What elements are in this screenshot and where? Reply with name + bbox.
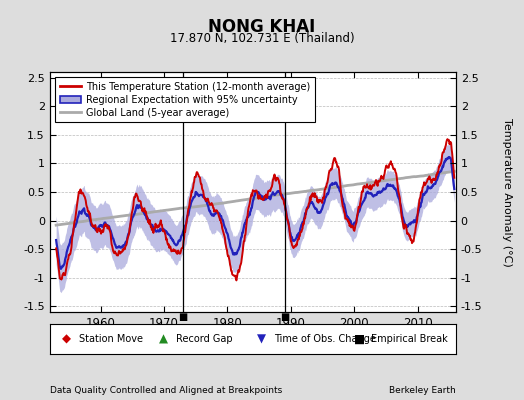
Text: Record Gap: Record Gap: [177, 334, 233, 344]
Text: Empirical Break: Empirical Break: [372, 334, 448, 344]
Text: Berkeley Earth: Berkeley Earth: [389, 386, 456, 395]
Text: ■: ■: [354, 332, 365, 346]
Text: ▼: ▼: [257, 332, 266, 346]
Text: Station Move: Station Move: [79, 334, 143, 344]
Text: ▲: ▲: [159, 332, 168, 346]
Text: Data Quality Controlled and Aligned at Breakpoints: Data Quality Controlled and Aligned at B…: [50, 386, 282, 395]
Legend: This Temperature Station (12-month average), Regional Expectation with 95% uncer: This Temperature Station (12-month avera…: [54, 77, 315, 122]
Text: ◆: ◆: [62, 332, 71, 346]
Text: NONG KHAI: NONG KHAI: [209, 18, 315, 36]
Text: Time of Obs. Change: Time of Obs. Change: [274, 334, 376, 344]
Text: ■: ■: [280, 312, 289, 322]
Text: ■: ■: [178, 312, 188, 322]
Y-axis label: Temperature Anomaly (°C): Temperature Anomaly (°C): [502, 118, 512, 266]
Text: 17.870 N, 102.731 E (Thailand): 17.870 N, 102.731 E (Thailand): [170, 32, 354, 45]
